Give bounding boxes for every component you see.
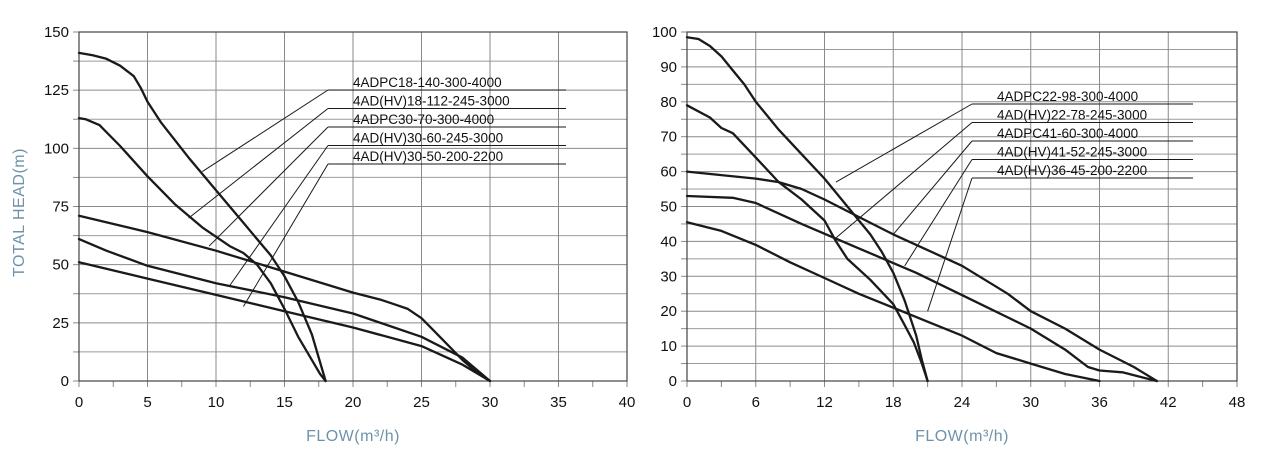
- y-tick-label: 50: [52, 257, 69, 274]
- series-4: 4AD(HV)36-45-200-2200: [685, 163, 1193, 383]
- right-chart: 0 6 12 18 24 30 36 42 48 0 10 20 30 40 50 60 70 80 90 100 FL…: [652, 24, 1245, 445]
- series-3: 4AD(HV)30-60-245-3000: [77, 131, 566, 383]
- y-tick-label: 150: [44, 24, 69, 41]
- x-tick-label: 5: [143, 394, 151, 411]
- x-tick-label: 36: [1091, 394, 1108, 411]
- x-tick-label: 18: [885, 394, 902, 411]
- x-tick-label: 0: [683, 394, 691, 411]
- series-leader-line: [927, 177, 973, 312]
- series-3: 4AD(HV)41-52-245-3000: [685, 145, 1193, 383]
- series-4: 4AD(HV)30-50-200-2200: [77, 149, 566, 383]
- series-line: [685, 170, 1158, 383]
- series-leader-line: [188, 108, 329, 219]
- y-tick-label: 70: [660, 129, 677, 146]
- y-tick-label: 80: [660, 94, 677, 111]
- y-tick-label: 0: [61, 373, 69, 390]
- x-tick-label: 12: [816, 394, 833, 411]
- x-tick-label: 25: [413, 394, 430, 411]
- series-label: 4ADPC30-70-300-4000: [353, 112, 494, 127]
- y-tick-label: 0: [669, 373, 677, 390]
- series-line: [685, 104, 929, 383]
- x-tick-label: 40: [619, 394, 636, 411]
- x-tick-label: 0: [75, 394, 83, 411]
- x-tick-label: 30: [482, 394, 499, 411]
- y-tick-label: 10: [660, 338, 677, 355]
- series-leader-line: [892, 140, 973, 235]
- series-1: 4AD(HV)18-112-245-3000: [77, 94, 566, 383]
- series-line: [685, 194, 1158, 383]
- x-tick-label: 15: [276, 394, 293, 411]
- series-label: 4AD(HV)22-78-245-3000: [997, 108, 1147, 123]
- series-leader-line: [208, 126, 329, 247]
- series-line: [77, 116, 327, 383]
- x-axis-title: FLOW(m³/h): [306, 428, 400, 445]
- series-line: [77, 51, 327, 383]
- series-0: 4ADPC18-140-300-4000: [77, 51, 566, 383]
- grid: [73, 31, 628, 387]
- series-line: [77, 237, 492, 383]
- x-axis-title: FLOW(m³/h): [915, 428, 1009, 445]
- y-tick-label: 30: [660, 268, 677, 285]
- plot-frame: [686, 31, 1238, 382]
- y-tick-label: 90: [660, 59, 677, 76]
- series-leader-line: [835, 103, 973, 183]
- x-tick-label: 48: [1229, 394, 1246, 411]
- series-1: 4AD(HV)22-78-245-3000: [685, 104, 1193, 383]
- series-label: 4AD(HV)18-112-245-3000: [353, 94, 510, 109]
- series-2: 4ADPC41-60-300-4000: [685, 126, 1193, 383]
- left-chart: 0 5 10 15 20 25 30 35 40 0 25 50 75 100 125 150 FLOW(m³/…: [11, 24, 635, 445]
- series-line: [685, 221, 1101, 383]
- series-leader-line: [229, 145, 329, 286]
- series-leader-line: [202, 89, 329, 173]
- series-label: 4AD(HV)30-50-200-2200: [353, 149, 503, 164]
- y-axis-title: TOTAL HEAD(m): [11, 148, 28, 277]
- series-line: [685, 36, 929, 383]
- series-label: 4AD(HV)30-60-245-3000: [353, 131, 503, 146]
- y-tick-label: 40: [660, 233, 677, 250]
- x-tick-label: 30: [1022, 394, 1039, 411]
- y-tick-label: 25: [52, 315, 69, 332]
- x-tick-label: 6: [752, 394, 760, 411]
- series-leader-line: [904, 159, 973, 267]
- x-tick-label: 10: [208, 394, 225, 411]
- series-0: 4ADPC22-98-300-4000: [685, 36, 1193, 383]
- series-label: 4ADPC22-98-300-4000: [997, 89, 1138, 104]
- x-tick-label: 20: [345, 394, 362, 411]
- series-label: 4ADPC18-140-300-4000: [353, 75, 502, 90]
- y-tick-label: 125: [44, 82, 69, 99]
- y-tick-label: 20: [660, 303, 677, 320]
- x-tick-label: 24: [954, 394, 971, 411]
- series-leader-line: [835, 122, 973, 239]
- y-tick-label: 50: [660, 199, 677, 216]
- plot-frame: [78, 31, 628, 382]
- y-tick-label: 100: [652, 24, 677, 41]
- series-leader-line: [242, 163, 329, 307]
- series-label: 4AD(HV)36-45-200-2200: [997, 163, 1147, 178]
- y-tick-label: 100: [44, 140, 69, 157]
- y-tick-label: 60: [660, 164, 677, 181]
- series-label: 4AD(HV)41-52-245-3000: [997, 145, 1147, 160]
- y-tick-label: 75: [52, 199, 69, 216]
- x-tick-label: 35: [550, 394, 567, 411]
- series-label: 4ADPC41-60-300-4000: [997, 126, 1138, 141]
- x-tick-label: 42: [1160, 394, 1177, 411]
- series-line: [77, 261, 492, 383]
